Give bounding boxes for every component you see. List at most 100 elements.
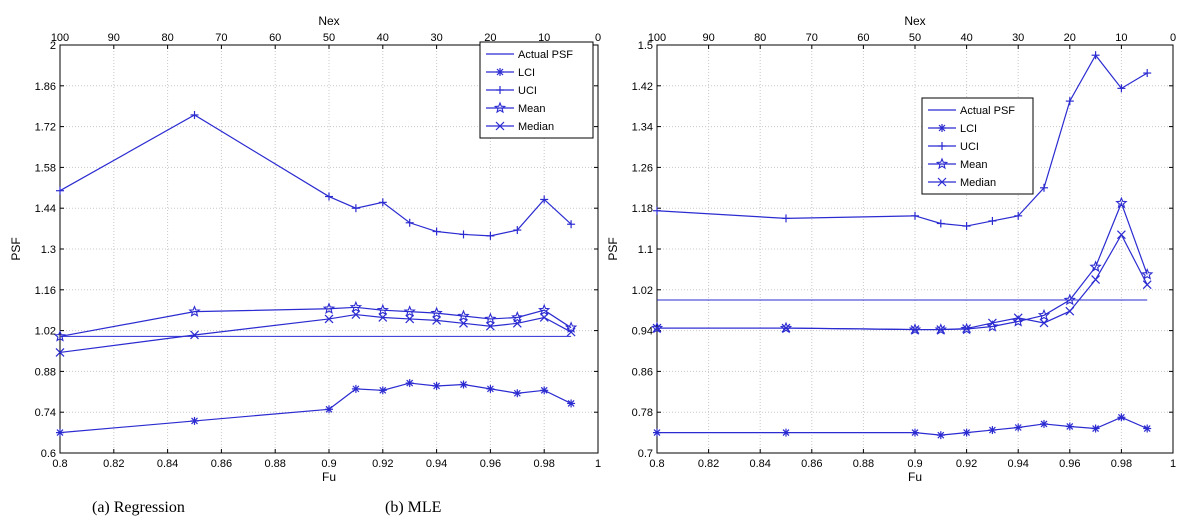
data-point [1013,313,1023,323]
data-point [987,318,997,328]
y-axis-label: PSF [9,237,23,260]
y-tick-label: 2 [50,40,56,52]
x-tick-label: 0.98 [1111,458,1132,470]
top-x-tick-label: 40 [960,32,972,44]
data-point [1143,424,1152,433]
data-point [432,227,441,236]
data-point [190,416,199,425]
data-point [351,310,361,319]
data-point [512,318,522,328]
data-point [378,313,388,322]
data-point [911,211,919,220]
data-point [1037,308,1051,321]
top-x-tick-label: 10 [1115,32,1127,44]
data-point [986,320,999,332]
data-point [539,313,549,322]
data-point [1089,260,1102,273]
top-x-tick-label: 20 [484,32,496,44]
x-tick-label: 0.82 [103,458,124,470]
data-point [936,431,945,440]
data-point [430,306,443,319]
series-mean [650,196,1154,335]
top-x-tick-label: 50 [909,32,921,44]
data-point [325,192,333,201]
legend-label: Median [960,177,996,189]
top-x-tick-label: 80 [161,32,173,44]
top-x-tick-label: 50 [323,32,335,44]
data-point [564,321,578,333]
data-point [1014,423,1023,432]
legend-label: UCI [960,141,979,153]
data-point [486,231,495,240]
series-lci [56,379,576,437]
series-median [652,230,1152,335]
legend-marker [935,157,949,170]
top-x-tick-label: 90 [108,32,120,44]
data-point [962,428,971,437]
data-point [405,218,414,227]
data-point [566,327,576,337]
data-point [1063,293,1076,306]
legend-marker [493,101,507,114]
y-tick-label: 1.86 [35,81,56,93]
data-point [378,386,387,395]
data-point [653,428,661,437]
data-point [1039,318,1049,328]
series-line [657,416,1148,436]
data-point [513,226,522,235]
data-point [349,300,363,313]
series-line [657,233,1148,331]
x-tick-label: 1 [1170,458,1176,470]
x-tick-label: 0.84 [157,458,178,470]
data-point [540,195,549,204]
y-tick-label: 0.88 [35,366,56,378]
series-lci [653,413,1152,440]
data-point [911,428,919,437]
series-line [59,306,572,338]
y-tick-label: 1.3 [41,244,56,256]
x-tick-label: 0.96 [1059,458,1080,470]
legend-entry: UCI [486,85,537,97]
y-tick-label: 0.78 [632,407,653,419]
legend-entry: Mean [928,157,988,171]
data-point [485,321,495,331]
y-tick-label: 1.02 [632,285,653,297]
y-tick-label: 0.6 [41,448,56,460]
top-x-tick-label: 20 [1064,32,1076,44]
top-x-axis-label: Nex [318,14,339,28]
data-point [988,426,997,435]
data-point [457,309,470,322]
top-x-tick-label: 70 [806,32,818,44]
chart-regression: 0.8 0.82 0.84 0.86 0.88 0.9 0.92 0.94 0.96 0.98 1 1… [9,14,601,484]
legend-entry: Actual PSF [486,49,573,61]
series-mean [53,300,578,342]
x-tick-label: 0.92 [372,458,393,470]
legend-marker [495,121,505,131]
x-tick-label: 0.86 [801,458,822,470]
top-x-tick-label: 30 [430,32,442,44]
data-point [1117,84,1126,93]
x-tick-label: 0.86 [211,458,232,470]
data-point [459,318,468,328]
data-point [403,305,416,317]
data-point [1012,314,1025,327]
data-point [1141,268,1154,280]
data-point [405,379,414,388]
data-point [650,321,664,334]
x-tick-label: 0.98 [533,458,554,470]
x-tick-label: 0.84 [749,458,770,470]
x-tick-label: 1 [595,458,601,470]
top-x-tick-label: 10 [538,32,550,44]
series-line [59,382,572,434]
data-point [190,330,199,340]
legend-entry: UCI [928,141,979,153]
y-tick-label: 1.18 [632,203,653,215]
data-point [1040,183,1048,192]
legend-label: Actual PSF [960,105,1015,117]
legend-label: Actual PSF [518,49,573,61]
legend: Actual PSF LCI UCI Mean Median [921,97,1034,195]
legend-marker [496,68,504,76]
legend-entry: Actual PSF [928,105,1015,117]
legend-label: LCI [518,67,535,79]
